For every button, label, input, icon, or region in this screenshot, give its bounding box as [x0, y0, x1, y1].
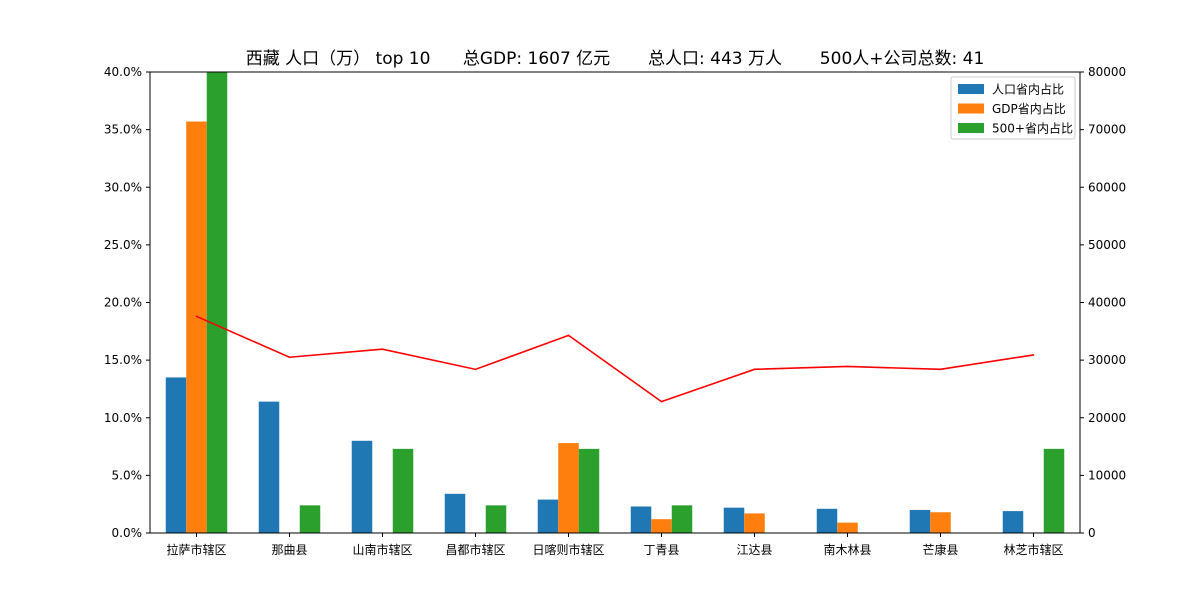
bar-1-2	[258, 401, 280, 533]
bar-2-6	[651, 519, 672, 533]
right-tick-label-1: 0	[1088, 526, 1096, 540]
legend-swatch-1	[958, 84, 984, 94]
x-tick-label-4: 昌都市辖区	[445, 542, 505, 557]
legend-label-3: 500+省内占比	[992, 121, 1073, 136]
bar-3-5	[578, 448, 600, 533]
left-tick-label-5: 20.0%	[104, 296, 142, 310]
legend-swatch-2	[958, 103, 984, 114]
x-tick-label-2: 那曲县	[271, 543, 307, 557]
bar-2-1	[186, 121, 207, 534]
line-series-1	[196, 315, 1034, 403]
bar-3-10	[1043, 448, 1065, 533]
left-tick-label-2: 5.0%	[112, 468, 143, 482]
right-tick-label-7: 60000	[1088, 180, 1126, 194]
bar-2-8	[837, 522, 858, 533]
left-tick-label-3: 10.0%	[104, 411, 142, 425]
legend-label-2: GDP省内占比	[992, 101, 1066, 116]
x-tick-label-7: 江达县	[736, 543, 772, 557]
left-tick-label-4: 15.0%	[104, 353, 142, 367]
left-tick-label-1: 0.0%	[112, 526, 143, 540]
right-axis: 0 10000 20000 30000 40000 50000 60000 70000 8000…	[1080, 65, 1126, 540]
bar-1-5	[537, 499, 559, 533]
bar-3-3	[392, 448, 414, 533]
left-axis: 0.0% 5.0% 10.0% 15.0% 20.0% 25.0% 30.0% 35.0% 40…	[104, 65, 150, 540]
bar-1-7	[723, 507, 745, 533]
bar-2-5	[558, 443, 579, 533]
right-tick-label-8: 70000	[1088, 123, 1126, 137]
plot-frame	[149, 71, 1081, 534]
bar-2-7	[744, 513, 765, 533]
line-point-8	[846, 365, 849, 368]
line-layer	[195, 315, 1035, 403]
x-axis: 拉萨市辖区 那曲县 山南市辖区 昌都市辖区 日喀则市辖区 丁青县 江达县 南木林县 芒康县 林芝市…	[166, 533, 1064, 557]
legend-label-1: 人口省内占比	[992, 82, 1064, 97]
bar-3-6	[671, 505, 693, 533]
bar-2-9	[930, 512, 951, 533]
right-tick-label-5: 40000	[1088, 296, 1126, 310]
x-tick-label-1: 拉萨市辖区	[166, 542, 226, 557]
line-point-4	[474, 368, 477, 371]
line-point-1	[195, 315, 198, 318]
right-tick-label-9: 80000	[1088, 65, 1126, 79]
line-point-6	[660, 400, 663, 403]
line-point-2	[288, 356, 291, 359]
left-tick-label-8: 35.0%	[104, 123, 142, 137]
bar-3-4	[485, 505, 507, 533]
left-tick-label-6: 25.0%	[104, 238, 142, 252]
x-tick-label-9: 芒康县	[922, 542, 958, 557]
x-tick-label-3: 山南市辖区	[352, 542, 412, 557]
line-point-5	[567, 334, 570, 337]
right-tick-label-2: 10000	[1088, 468, 1126, 482]
right-tick-label-4: 30000	[1088, 353, 1126, 367]
x-tick-label-8: 南木林县	[823, 542, 871, 557]
line-point-10	[1032, 354, 1035, 356]
left-tick-label-9: 40.0%	[104, 65, 142, 79]
line-point-9	[939, 368, 942, 371]
chart-title: 西藏 人口（万） top 10 总GDP: 1607 亿元 总人口: 443 万…	[245, 49, 985, 69]
left-tick-label-7: 30.0%	[104, 180, 142, 194]
right-tick-label-6: 50000	[1088, 238, 1126, 252]
bar-3-2	[299, 505, 321, 533]
bar-3-1	[206, 72, 228, 533]
bar-1-6	[630, 506, 652, 533]
legend-swatch-3	[958, 123, 984, 133]
right-tick-label-3: 20000	[1088, 411, 1126, 425]
x-tick-label-6: 丁青县	[643, 543, 679, 557]
line-point-7	[753, 368, 756, 371]
legend: 人口省内占比 GDP省内占比 500+省内占比	[950, 76, 1076, 140]
line-point-3	[381, 348, 384, 350]
bar-1-8	[816, 508, 838, 533]
bar-1-1	[165, 377, 187, 533]
bars-layer	[165, 72, 1065, 534]
x-tick-label-5: 日喀则市辖区	[532, 542, 604, 557]
bar-1-10	[1002, 511, 1024, 533]
x-tick-label-10: 林芝市辖区	[1003, 542, 1063, 557]
bar-1-4	[444, 493, 466, 533]
bar-1-9	[909, 509, 931, 533]
bar-1-3	[351, 440, 373, 533]
